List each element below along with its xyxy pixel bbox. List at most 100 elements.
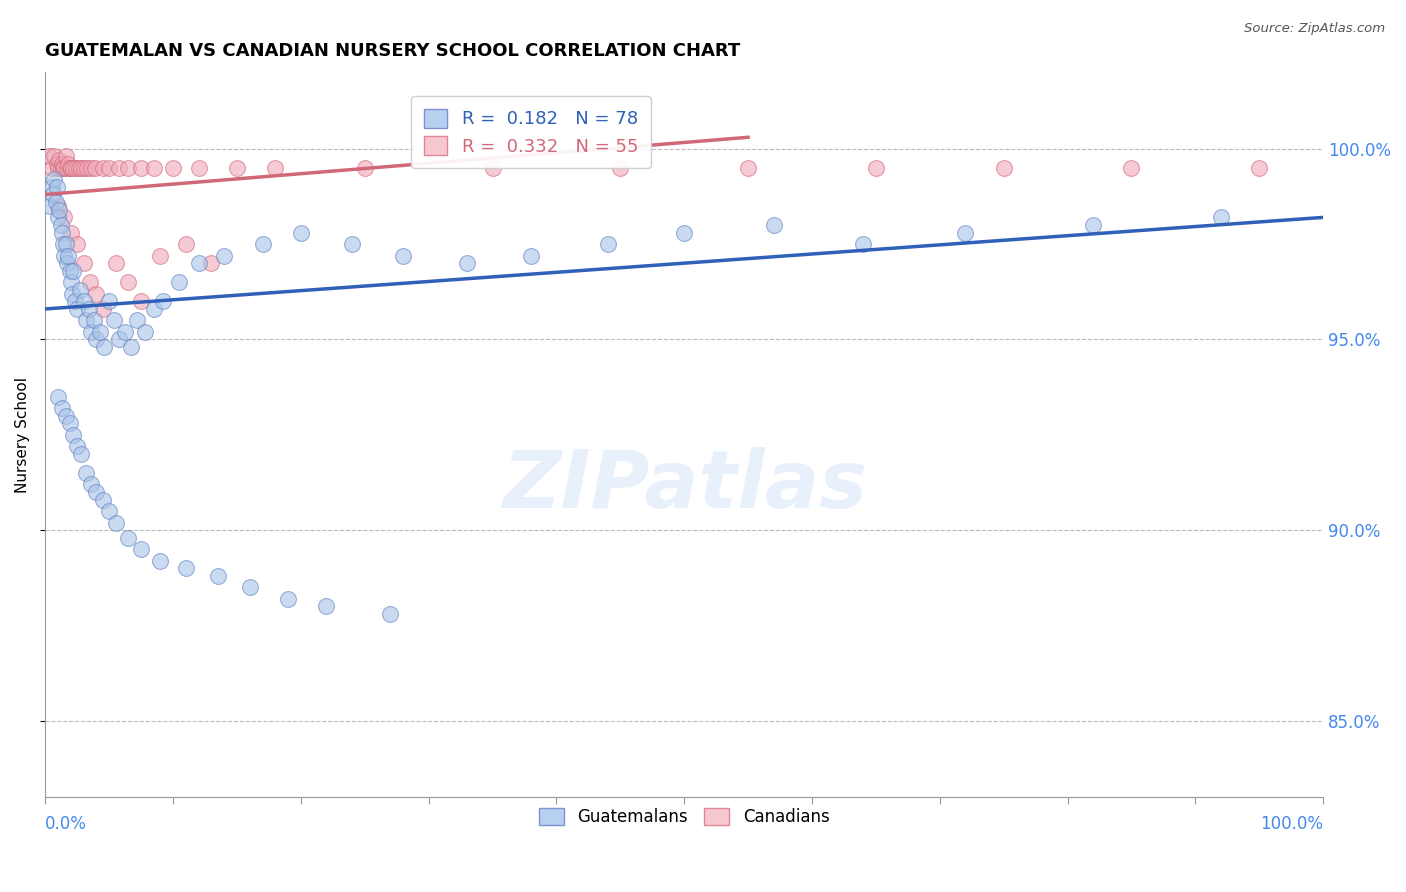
Point xyxy=(104,256,127,270)
Point xyxy=(865,161,887,175)
Point xyxy=(353,161,375,175)
Point xyxy=(117,275,139,289)
Point xyxy=(59,161,82,175)
Point xyxy=(91,161,114,175)
Point xyxy=(51,157,73,171)
Point xyxy=(169,275,191,289)
Point xyxy=(1249,161,1271,175)
Point xyxy=(67,161,90,175)
Point xyxy=(93,340,115,354)
Point xyxy=(520,248,543,262)
Point xyxy=(315,599,337,614)
Point xyxy=(58,161,80,175)
Point xyxy=(83,313,105,327)
Point xyxy=(66,301,89,316)
Point xyxy=(45,157,67,171)
Point xyxy=(48,153,70,168)
Point xyxy=(609,161,631,175)
Point xyxy=(44,195,66,210)
Point xyxy=(66,237,89,252)
Point xyxy=(55,409,77,423)
Point xyxy=(79,275,101,289)
Point xyxy=(62,264,84,278)
Point xyxy=(51,401,73,416)
Point xyxy=(56,256,79,270)
Point xyxy=(993,161,1015,175)
Point xyxy=(98,161,121,175)
Point xyxy=(955,226,977,240)
Point xyxy=(55,149,77,163)
Point xyxy=(98,504,121,518)
Point xyxy=(149,554,172,568)
Point xyxy=(49,218,72,232)
Point xyxy=(290,226,312,240)
Point xyxy=(127,313,149,327)
Point xyxy=(62,161,84,175)
Point xyxy=(70,447,93,461)
Point xyxy=(80,325,103,339)
Point xyxy=(60,286,83,301)
Point xyxy=(239,581,262,595)
Point xyxy=(129,294,152,309)
Point xyxy=(58,264,80,278)
Legend: Guatemalans, Canadians: Guatemalans, Canadians xyxy=(533,801,837,832)
Point xyxy=(392,248,415,262)
Point xyxy=(38,149,60,163)
Point xyxy=(129,542,152,557)
Text: Source: ZipAtlas.com: Source: ZipAtlas.com xyxy=(1244,22,1385,36)
Point xyxy=(1081,218,1104,232)
Point xyxy=(52,237,75,252)
Point xyxy=(187,256,209,270)
Point xyxy=(86,286,108,301)
Point xyxy=(44,149,66,163)
Point xyxy=(49,161,72,175)
Point xyxy=(84,161,107,175)
Point xyxy=(277,591,299,606)
Point xyxy=(80,477,103,491)
Point xyxy=(75,466,97,480)
Point xyxy=(149,248,172,262)
Text: GUATEMALAN VS CANADIAN NURSERY SCHOOL CORRELATION CHART: GUATEMALAN VS CANADIAN NURSERY SCHOOL CO… xyxy=(45,42,741,60)
Point xyxy=(52,161,75,175)
Point xyxy=(59,226,82,240)
Point xyxy=(264,161,287,175)
Point xyxy=(481,161,503,175)
Point xyxy=(72,161,94,175)
Point xyxy=(72,256,94,270)
Point xyxy=(58,157,80,171)
Point xyxy=(117,161,139,175)
Point xyxy=(1209,211,1232,225)
Point xyxy=(46,211,69,225)
Point xyxy=(103,313,125,327)
Point xyxy=(762,218,785,232)
Point xyxy=(1121,161,1143,175)
Text: ZIPatlas: ZIPatlas xyxy=(502,447,866,524)
Point xyxy=(53,211,76,225)
Y-axis label: Nursery School: Nursery School xyxy=(15,376,30,492)
Point xyxy=(42,187,65,202)
Point xyxy=(70,161,93,175)
Point xyxy=(86,485,108,500)
Point xyxy=(75,313,97,327)
Point xyxy=(89,325,111,339)
Point xyxy=(80,161,103,175)
Point xyxy=(59,275,82,289)
Point xyxy=(152,294,174,309)
Point xyxy=(51,226,73,240)
Point xyxy=(55,237,77,252)
Point xyxy=(200,256,222,270)
Point xyxy=(134,325,156,339)
Point xyxy=(596,237,619,252)
Text: 0.0%: 0.0% xyxy=(45,815,87,833)
Text: 100.0%: 100.0% xyxy=(1260,815,1323,833)
Point xyxy=(46,161,69,175)
Point xyxy=(46,199,69,213)
Point xyxy=(39,199,62,213)
Point xyxy=(108,333,131,347)
Point xyxy=(120,340,142,354)
Point xyxy=(174,237,197,252)
Point xyxy=(56,161,79,175)
Point xyxy=(108,161,131,175)
Point xyxy=(44,172,66,186)
Point xyxy=(86,333,108,347)
